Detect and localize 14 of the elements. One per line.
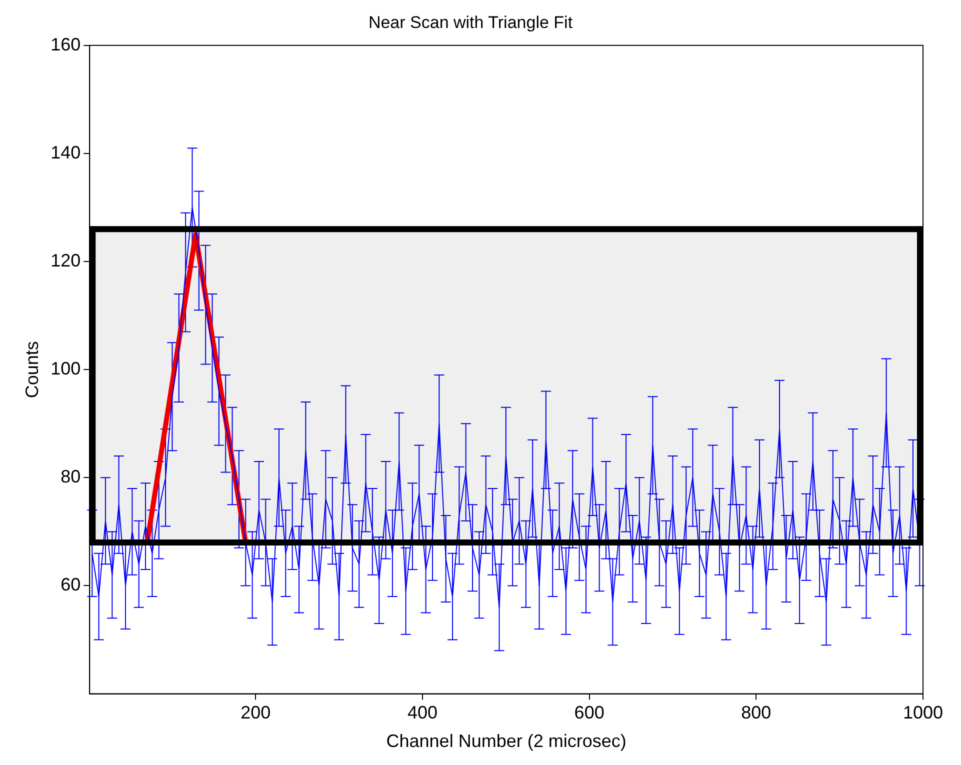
x-axis-title: Channel Number (2 microsec) [386,731,626,752]
y-tick-label: 140 [50,142,81,162]
y-tick-label: 80 [60,466,81,487]
x-tick-label: 600 [574,702,604,723]
x-tick-label: 800 [741,702,772,723]
chart-title: Near Scan with Triangle Fit [368,12,573,32]
y-tick-label: 160 [50,34,81,54]
x-tick-label: 200 [240,702,271,723]
y-tick-label: 60 [60,574,81,595]
x-tick-label: 1000 [902,702,944,723]
y-tick-label: 100 [50,358,81,379]
y-tick-label: 120 [50,250,81,270]
x-tick-label: 400 [407,702,438,723]
y-axis-title: Counts [22,341,42,398]
